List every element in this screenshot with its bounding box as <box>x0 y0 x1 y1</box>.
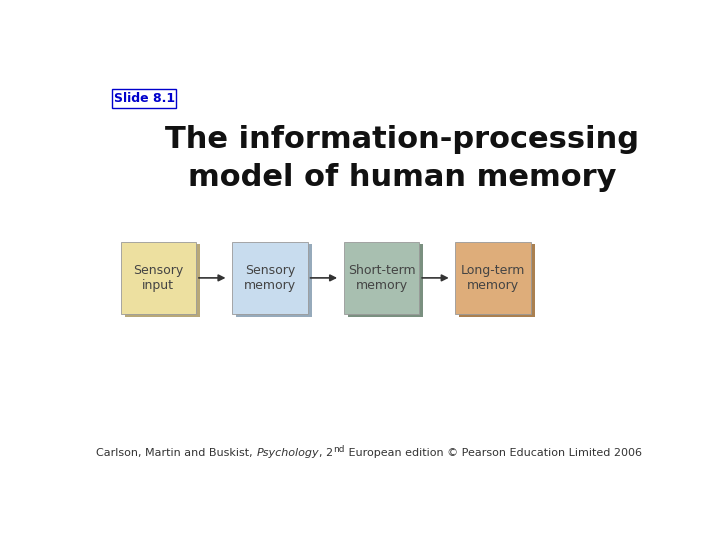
Text: Carlson, Martin and Buskist,: Carlson, Martin and Buskist, <box>96 448 256 458</box>
Bar <box>233 241 307 314</box>
Text: , 2: , 2 <box>319 448 333 458</box>
Bar <box>236 245 312 317</box>
Bar <box>459 245 535 317</box>
Text: Psychology: Psychology <box>256 448 319 458</box>
Text: Sensory
memory: Sensory memory <box>244 264 296 292</box>
Text: Slide 8.1: Slide 8.1 <box>114 92 175 105</box>
Text: The information-processing: The information-processing <box>166 125 639 154</box>
Bar <box>125 245 200 317</box>
Bar <box>348 245 423 317</box>
Text: nd: nd <box>333 444 345 454</box>
Bar <box>456 241 531 314</box>
Text: European edition © Pearson Education Limited 2006: European edition © Pearson Education Lim… <box>345 448 642 458</box>
Text: Sensory
input: Sensory input <box>133 264 184 292</box>
Bar <box>121 241 196 314</box>
Text: Long-term
memory: Long-term memory <box>461 264 526 292</box>
Text: Short-term
memory: Short-term memory <box>348 264 415 292</box>
FancyBboxPatch shape <box>112 89 176 109</box>
Bar <box>344 241 419 314</box>
Text: model of human memory: model of human memory <box>188 163 617 192</box>
